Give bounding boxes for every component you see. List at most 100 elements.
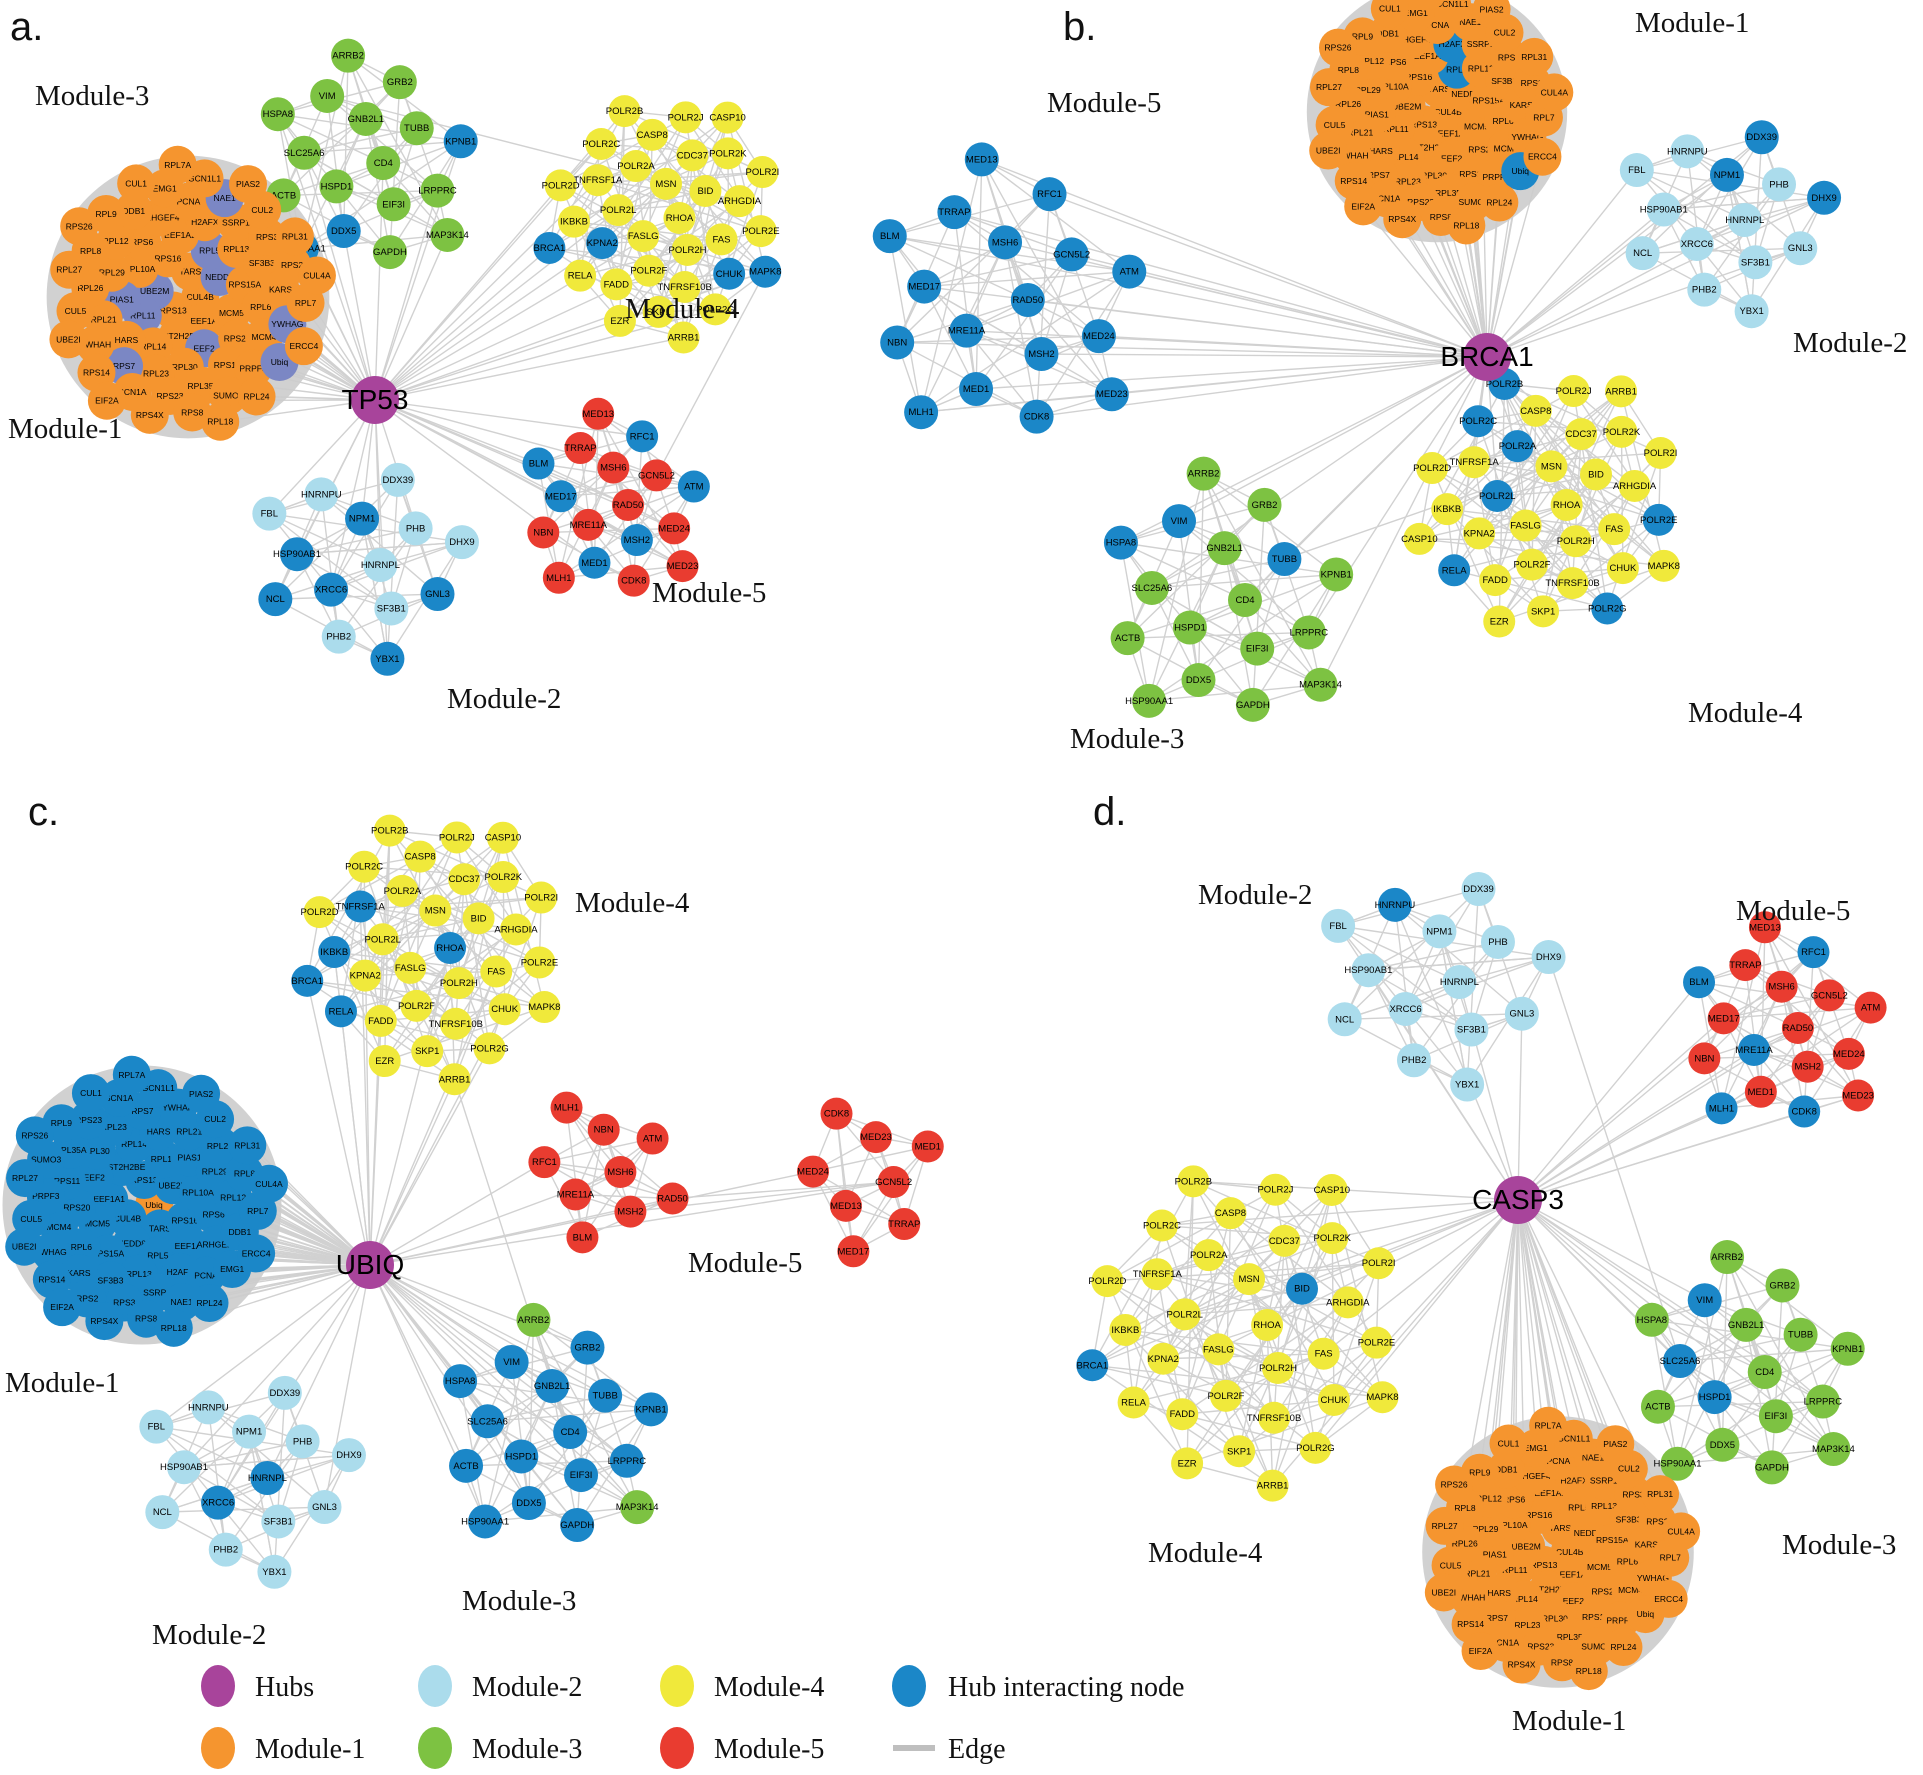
node-MSH6	[1765, 970, 1798, 1003]
legend-label-Module-1: Module-1	[255, 1734, 365, 1765]
node-label-RPL29: RPL29	[1355, 85, 1381, 95]
node-HSP90AB1	[1351, 953, 1386, 988]
node-RPL31	[1515, 37, 1554, 76]
node-label-POLR2C: POLR2C	[582, 139, 620, 150]
Module-5-nodes: GCN5L2 MED13 MED23 TRRAP MED24 MED1 MED17 CDK8	[797, 1097, 944, 1268]
node-FAS	[705, 223, 738, 256]
node-label-LRPPRC: LRPPRC	[418, 186, 457, 197]
node-label-RPL31: RPL31	[234, 1140, 260, 1150]
node-label-RPS8: RPS8	[1551, 1657, 1573, 1667]
node-label-RFC1: RFC1	[1801, 947, 1826, 958]
node-TUBB	[1267, 542, 1302, 577]
node-RPL27	[1309, 68, 1348, 107]
node-RFC1	[1032, 177, 1067, 212]
node-label-KARS: KARS	[1510, 100, 1533, 110]
node-HSP90AA1	[468, 1504, 503, 1539]
node-MSH2	[1024, 337, 1059, 372]
node-label-EIF2A: EIF2A	[1469, 1646, 1493, 1656]
node-GCN5L2	[640, 459, 673, 492]
node-label-EZR: EZR	[1178, 1458, 1197, 1469]
node-ARHGDIA	[500, 913, 533, 946]
node-label-RPL18: RPL18	[161, 1323, 187, 1333]
node-POLR2L	[602, 194, 635, 227]
node-label-RPS20: RPS20	[224, 333, 251, 343]
node-EIF3I	[564, 1458, 599, 1493]
node-label-BLM: BLM	[1689, 977, 1709, 988]
node-label-POLR2A: POLR2A	[617, 161, 655, 172]
node-label-RPS2: RPS2	[281, 260, 303, 270]
node-label-GNL3: GNL3	[312, 1502, 337, 1513]
node-HNRNPL	[1442, 965, 1477, 999]
node-label-RPL30: RPL30	[1421, 171, 1447, 181]
node-CDK8	[1019, 399, 1054, 434]
node-RFC1	[626, 420, 659, 453]
node-label-EEF2: EEF2	[193, 343, 215, 353]
node-GAPDH	[1235, 687, 1270, 722]
node-label-HSPD1: HSPD1	[505, 1451, 537, 1462]
node-label-RPS11: RPS11	[214, 360, 241, 370]
node-BLM	[1683, 966, 1716, 999]
node-FADD	[1479, 564, 1512, 597]
node-label-RPL11: RPL11	[130, 311, 156, 321]
node-SF3B1	[374, 591, 409, 626]
node-label-POLR2G: POLR2G	[1296, 1443, 1335, 1454]
node-PIAS2	[1472, 0, 1511, 29]
node-MED1	[578, 546, 611, 579]
node-DHX9	[1807, 180, 1842, 215]
node-PIAS2	[1596, 1425, 1635, 1464]
node-label-RPL11: RPL11	[151, 1154, 177, 1164]
node-label-RPL14: RPL14	[140, 341, 166, 351]
module-label-Module-4: Module-4	[575, 887, 690, 919]
node-label-PIAS2: PIAS2	[236, 179, 260, 189]
node-label-CUL5: CUL5	[65, 306, 87, 316]
node-label-RPL7: RPL7	[295, 298, 317, 308]
node-label-PRPF3: PRPF3	[1482, 172, 1510, 182]
node-label-RPS13: RPS13	[1410, 119, 1437, 129]
node-label-ACTB: ACTB	[1115, 633, 1140, 644]
node-label-PHB2: PHB2	[1692, 285, 1717, 296]
node-POLR2H	[671, 233, 704, 266]
node-label-CUL5: CUL5	[1324, 120, 1346, 130]
node-label-EEF1A2: EEF1A2	[164, 230, 196, 240]
node-label-MAP3K14: MAP3K14	[426, 230, 469, 241]
node-XRCC6	[314, 572, 349, 607]
node-label-ARHGEF4: ARHGEF4	[1391, 35, 1431, 45]
node-KPNA2	[349, 959, 382, 992]
node-label-KARS: KARS	[67, 1268, 90, 1278]
node-TNFRSF10B	[1258, 1401, 1291, 1434]
node-IKBKB	[1109, 1313, 1142, 1346]
node-NBN	[1688, 1042, 1721, 1075]
node-label-HNRNPL: HNRNPL	[1725, 215, 1764, 226]
node-GNB2L1	[1729, 1307, 1764, 1342]
node-label-RELA: RELA	[1121, 1398, 1146, 1409]
node-POLR2D	[303, 896, 336, 929]
node-label-ARHGEF4: ARHGEF4	[139, 213, 179, 223]
legend-swatch-Module-2	[418, 1665, 452, 1707]
node-label-PHB2: PHB2	[213, 1545, 238, 1556]
node-ATM	[1112, 254, 1147, 289]
node-MED23	[1842, 1079, 1875, 1112]
node-POLR2L	[1168, 1298, 1201, 1331]
node-KPNB1	[1319, 557, 1354, 592]
node-label-MSH6: MSH6	[992, 237, 1018, 248]
node-label-EEF1A2: EEF1A2	[175, 1241, 207, 1251]
node-NCL	[1327, 1002, 1362, 1037]
hub-BRCA1	[1463, 333, 1511, 381]
node-label-EEF1A1: EEF1A1	[1560, 1570, 1592, 1580]
node-GNB2L1	[348, 101, 383, 136]
node-PHB	[1762, 167, 1797, 202]
node-label-NCL: NCL	[1335, 1014, 1354, 1025]
module-label-Module-2: Module-2	[152, 1619, 266, 1651]
node-label-HNRNPU: HNRNPU	[1667, 146, 1708, 157]
node-CUL1	[1370, 0, 1409, 28]
node-ATM	[677, 470, 710, 503]
node-label-PHB: PHB	[406, 523, 426, 534]
node-label-RPS3: RPS3	[256, 232, 278, 242]
node-FAS	[1307, 1337, 1340, 1370]
node-label-MCM5: MCM5	[1464, 121, 1489, 131]
node-CASP10	[1315, 1174, 1348, 1207]
hub-label-UBIQ: UBIQ	[336, 1249, 404, 1280]
node-label-RPS7: RPS7	[1368, 170, 1390, 180]
node-FADD	[364, 1004, 397, 1037]
